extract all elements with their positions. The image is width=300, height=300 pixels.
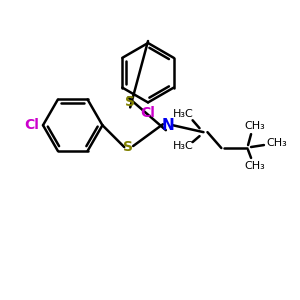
Text: H₃C: H₃C (173, 141, 194, 151)
Text: Cl: Cl (25, 118, 40, 132)
Text: H₃C: H₃C (173, 109, 194, 119)
Text: CH₃: CH₃ (244, 161, 266, 171)
Text: CH₃: CH₃ (244, 121, 266, 131)
Text: S: S (125, 95, 135, 110)
Text: CH₃: CH₃ (266, 138, 287, 148)
Text: Cl: Cl (141, 106, 155, 120)
Text: N: N (161, 118, 174, 133)
Text: S: S (123, 140, 133, 154)
